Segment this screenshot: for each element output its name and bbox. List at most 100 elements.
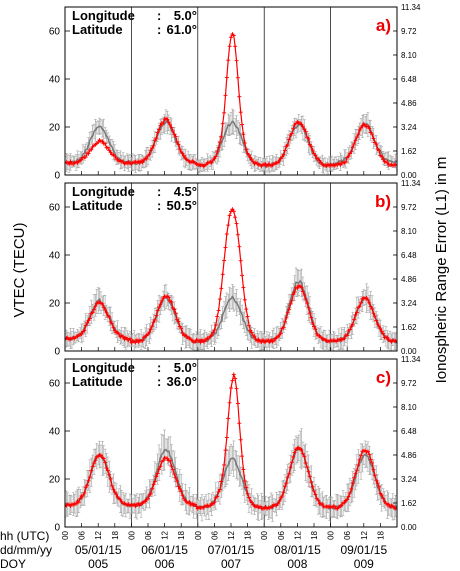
hour-tick-label: 18 [244,530,253,539]
hour-tick-label: 12 [94,530,103,539]
right-tick-label: 9.72 [401,27,417,36]
hour-tick-label: 18 [376,530,385,539]
right-tick-label: 9.72 [401,203,417,212]
right-tick-label: 11.34 [401,355,421,364]
y-tick-label: 20 [49,475,61,486]
latitude-value: 50.5° [166,198,197,213]
hour-tick-label: 18 [310,530,319,539]
panel-1: 0 20 40 60 0.00 1.62 3.24 4.86 6.48 8.10 9.72 11.34… [49,3,421,182]
right-tick-label: 6.48 [401,251,417,260]
doy-label: 005 [88,557,108,571]
right-tick-label: 11.34 [401,179,421,188]
hour-tick-label: 00 [127,530,136,539]
right-tick-label: 0.00 [401,171,417,180]
y-tick-label: 40 [49,251,61,262]
right-tick-label: 8.10 [401,403,417,412]
latitude-value: 36.0° [166,374,197,389]
right-tick-label: 11.34 [401,3,421,12]
right-tick-label: 3.24 [401,299,417,308]
longitude-colon: : [157,8,161,23]
dates-row-label: dd/mm/yy [0,543,52,557]
right-tick-label: 1.62 [401,323,417,332]
right-tick-label: 1.62 [401,147,417,156]
hour-tick-label: 00 [260,530,269,539]
panels: 0 20 40 60 0.00 1.62 3.24 4.86 6.48 8.10 9.72 11.34… [49,3,421,534]
hour-tick-label: 18 [177,530,186,539]
y-tick-label: 20 [49,299,61,310]
right-tick-label: 3.24 [401,475,417,484]
longitude-label: Longitude [72,360,135,375]
panel-2: 0 20 40 60 0.00 1.62 3.24 4.86 6.48 8.10 9.72 11.34… [49,179,421,358]
hours-row-label: hh (UTC) [0,529,49,543]
date-label: 05/01/15 [75,543,122,557]
y-tick-label: 0 [54,171,60,182]
latitude-colon: : [157,374,161,389]
y-tick-label: 0 [54,523,60,534]
latitude-colon: : [157,22,161,37]
hour-tick-label: 18 [111,530,120,539]
hour-tick-label: 00 [61,530,70,539]
right-tick-label: 4.86 [401,99,417,108]
hour-tick-label: 12 [227,530,236,539]
hour-tick-label: 06 [144,530,153,539]
y-tick-label: 40 [49,75,61,86]
latitude-label: Latitude [72,374,123,389]
doy-label: 008 [287,557,307,571]
hour-tick-label: 00 [327,530,336,539]
right-tick-label: 6.48 [401,427,417,436]
right-tick-label: 4.86 [401,275,417,284]
longitude-value: 4.5° [174,184,197,199]
hour-tick-label: 12 [360,530,369,539]
hour-tick-label: 06 [210,530,219,539]
doy-label: 009 [354,557,374,571]
right-tick-label: 1.62 [401,499,417,508]
hour-tick-label: 06 [78,530,87,539]
date-label: 09/01/15 [340,543,387,557]
longitude-label: Longitude [72,8,135,23]
doy-label: 007 [221,557,241,571]
bottom-axis-rows: hh (UTC) dd/mm/yy DOY 00 06 12 18 00 06 12 18 00… [0,529,387,571]
y-tick-label: 0 [54,347,60,358]
doy-label: 006 [155,557,175,571]
right-tick-label: 0.00 [401,523,417,532]
right-tick-label: 8.10 [401,51,417,60]
right-tick-label: 8.10 [401,227,417,236]
latitude-label: Latitude [72,22,123,37]
hour-tick-label: 06 [343,530,352,539]
right-tick-label: 6.48 [401,75,417,84]
axis-titles: VTEC (TECU) Ionospheric Range Error (L1)… [11,157,450,384]
right-tick-label: 0.00 [401,347,417,356]
hour-tick-label: 06 [277,530,286,539]
latitude-colon: : [157,198,161,213]
plot-area [65,183,397,351]
y-tick-label: 60 [49,27,61,38]
plot-area [65,7,397,175]
longitude-colon: : [157,360,161,375]
panel-label: c) [376,368,391,387]
doy-row-label: DOY [0,557,26,571]
longitude-label: Longitude [72,184,135,199]
date-label: 07/01/15 [208,543,255,557]
longitude-value: 5.0° [174,360,197,375]
panel-3: 0 20 40 60 0.00 1.62 3.24 4.86 6.48 8.10 9.72 11.34… [49,355,421,534]
right-tick-label: 4.86 [401,451,417,460]
date-label: 06/01/15 [141,543,188,557]
hour-tick-label: 12 [161,530,170,539]
plot-area [65,359,397,527]
y-tick-label: 40 [49,427,61,438]
date-label: 08/01/15 [274,543,321,557]
panel-label: a) [376,16,391,35]
y-axis-label-right: Ionospheric Range Error (L1) in m [433,157,450,384]
y-tick-label: 60 [49,203,61,214]
latitude-label: Latitude [72,198,123,213]
y-tick-label: 20 [49,123,61,134]
longitude-value: 5.0° [174,8,197,23]
hour-tick-label: 12 [293,530,302,539]
panel-label: b) [375,192,391,211]
y-axis-label-left: VTEC (TECU) [11,223,28,318]
latitude-value: 61.0° [166,22,197,37]
hour-tick-label: 00 [194,530,203,539]
right-tick-label: 3.24 [401,123,417,132]
y-tick-label: 60 [49,379,61,390]
